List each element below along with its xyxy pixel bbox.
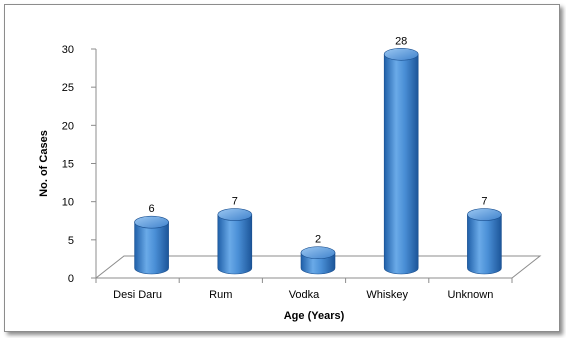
x-tick-label: Unknown: [447, 289, 493, 301]
y-tick-label: 0: [68, 273, 74, 285]
bar-body: [467, 214, 502, 275]
data-label: 2: [315, 234, 321, 246]
bar: [134, 215, 169, 275]
bar-cap: [134, 215, 169, 229]
y-tick-label: 30: [62, 44, 74, 56]
y-tick-label: 15: [62, 159, 74, 171]
x-tick-label: Desi Daru: [113, 289, 162, 301]
bar-cap: [300, 246, 336, 260]
bar: [300, 246, 336, 275]
x-axis-title: Age (Years): [284, 310, 345, 322]
y-tick-label: 25: [62, 82, 74, 94]
y-axis-title: No. of Cases: [38, 130, 50, 197]
data-label: 28: [395, 35, 407, 47]
bar-body: [383, 53, 419, 275]
bar-cap: [467, 208, 502, 221]
bar-cap: [383, 47, 419, 61]
y-tick-label: 5: [68, 235, 74, 247]
bar: [467, 208, 502, 275]
bar-body: [217, 214, 253, 275]
data-label: 7: [232, 196, 238, 208]
y-tick-label: 10: [62, 197, 74, 209]
data-label: 6: [149, 203, 155, 215]
x-tick-label: Rum: [209, 289, 232, 301]
bar-cap: [217, 208, 253, 221]
data-label: 7: [481, 196, 487, 208]
bar: [383, 47, 419, 275]
x-tick-label: Whiskey: [366, 289, 408, 301]
chart-floor: [94, 255, 542, 279]
x-tick-label: Vodka: [289, 289, 320, 301]
bar: [217, 208, 253, 275]
bar-body: [134, 221, 169, 275]
y-tick-label: 20: [62, 120, 74, 132]
